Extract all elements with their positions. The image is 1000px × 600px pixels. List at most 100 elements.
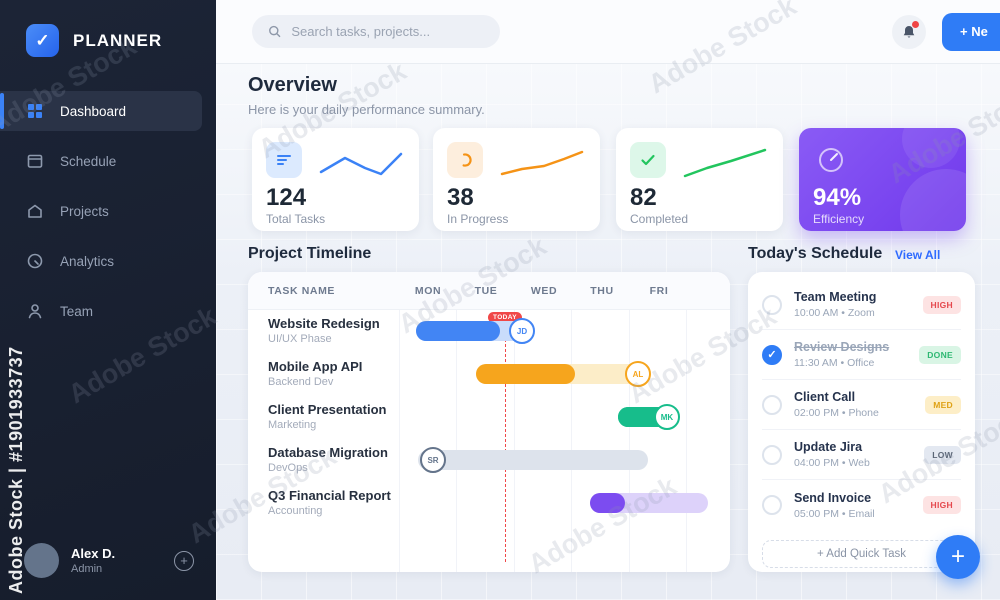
grid-icon [28, 104, 42, 118]
timeline-row: Q3 Financial Report Accounting [248, 482, 730, 525]
view-all-link[interactable]: View All [895, 248, 941, 262]
column-task-name: TASK NAME [268, 285, 336, 297]
task-title: Review Designs [794, 340, 890, 354]
column-wed: WED [530, 285, 558, 297]
schedule-title: Today's Schedule [748, 245, 883, 262]
schedule-item[interactable]: Send Invoice 05:00 PM • Email HIGH [762, 480, 961, 530]
column-tue: TUE [474, 285, 498, 297]
check-icon [630, 142, 666, 178]
sidebar-item-label: Projects [60, 203, 109, 219]
task-title: Update Jira [794, 440, 863, 454]
floating-add-button[interactable]: + [936, 535, 980, 579]
priority-badge: MED [925, 395, 961, 414]
user-icon [28, 304, 42, 319]
assignee-avatar: MK [654, 404, 680, 430]
main-content: Overview Here is your daily performance … [216, 64, 1000, 600]
stat-value: 94% [813, 184, 862, 211]
user-role: Admin [71, 563, 103, 575]
topbar: + Ne [216, 0, 1000, 64]
avatar [24, 543, 59, 578]
timeline-row: Client Presentation Marketing MK [248, 396, 730, 439]
task-meta: 05:00 PM • Email [794, 507, 875, 520]
task-title: Team Meeting [794, 290, 877, 304]
task-category: Backend Dev [268, 376, 334, 388]
new-task-button[interactable]: + Ne [942, 12, 1000, 51]
task-category: Marketing [268, 419, 317, 431]
search-input[interactable] [291, 24, 484, 39]
sidebar-item-projects[interactable]: Projects [0, 191, 202, 231]
stat-label: Total Tasks [266, 212, 326, 226]
task-meta: 02:00 PM • Phone [794, 407, 879, 419]
sidebar-item-schedule[interactable]: Schedule [0, 141, 202, 181]
gantt-bar-progress[interactable] [590, 493, 625, 513]
page-title: Overview [248, 74, 337, 96]
schedule-item[interactable]: Team Meeting 10:00 AM • Zoom HIGH [762, 280, 961, 330]
assignee-avatar: SR [420, 447, 446, 473]
timeline-row: Database Migration DevOps SR [248, 439, 730, 482]
task-checkbox[interactable] [762, 495, 782, 515]
sparkline [683, 148, 767, 178]
stat-card-total-tasks: 124 Total Tasks [252, 128, 419, 231]
calendar-icon [27, 154, 43, 168]
user-profile[interactable]: Alex D. Admin + [0, 543, 216, 578]
day-gridline [456, 310, 457, 572]
task-name: Website Redesign [268, 316, 380, 331]
sidebar-item-label: Analytics [60, 253, 115, 269]
sidebar-item-dashboard[interactable]: Dashboard [0, 91, 202, 131]
task-name: Mobile App API [268, 359, 363, 374]
sidebar-item-team[interactable]: Team [0, 291, 202, 331]
task-checkbox[interactable] [762, 294, 782, 315]
priority-badge: DONE [919, 345, 961, 364]
app-title: PLANNER [73, 30, 163, 50]
day-gridline [514, 310, 515, 572]
todays-schedule-card: Team Meeting 10:00 AM • Zoom HIGH Review… [748, 272, 975, 572]
page-subtitle: Here is your daily performance summary. [248, 102, 485, 117]
stat-card-efficiency: 94% Efficiency [799, 128, 966, 231]
arc-icon [447, 142, 483, 178]
priority-badge: HIGH [922, 295, 961, 314]
clock-icon [27, 253, 43, 269]
sidebar-item-label: Dashboard [60, 103, 127, 119]
column-mon: MON [414, 285, 442, 297]
task-name: Client Presentation [268, 402, 387, 417]
stat-label: In Progress [447, 212, 509, 226]
gantt-bar-progress[interactable] [476, 364, 575, 384]
timeline-title: Project Timeline [248, 245, 372, 262]
assignee-avatar: AL [625, 361, 651, 387]
add-user-button[interactable]: + [174, 550, 194, 571]
task-checkbox[interactable] [762, 394, 782, 415]
timeline-row: Website Redesign UI/UX Phase JD [248, 310, 730, 353]
column-thu: THU [590, 285, 614, 297]
gantt-bar-range[interactable] [418, 450, 648, 470]
task-title: Client Call [794, 390, 856, 404]
priority-badge: HIGH [922, 496, 961, 514]
day-gridline [571, 310, 572, 572]
notification-dot [911, 19, 920, 29]
today-marker-line [505, 324, 506, 562]
sparkline [319, 152, 403, 176]
list-icon [266, 142, 302, 178]
gantt-bar-progress[interactable] [416, 321, 500, 341]
stat-card-completed: 82 Completed [616, 128, 783, 231]
sidebar-item-analytics[interactable]: Analytics [0, 241, 202, 281]
timeline-header: TASK NAME MON TUE WED THU FRI [248, 272, 730, 310]
schedule-item[interactable]: Review Designs 11:30 AM • Office DONE [762, 330, 961, 380]
search-bar[interactable] [252, 15, 500, 48]
decorative-circle [902, 128, 960, 168]
stat-label: Efficiency [813, 212, 865, 226]
schedule-item[interactable]: Update Jira 04:00 PM • Web LOW [762, 430, 961, 480]
task-checkbox[interactable] [762, 344, 782, 365]
task-checkbox[interactable] [762, 444, 782, 465]
stat-label: Completed [630, 212, 689, 226]
task-title: Send Invoice [794, 490, 872, 505]
schedule-item[interactable]: Client Call 02:00 PM • Phone MED [762, 380, 961, 430]
day-gridline [686, 310, 687, 572]
priority-badge: LOW [924, 445, 961, 464]
notifications-button[interactable] [892, 14, 926, 49]
sidebar-item-label: Schedule [60, 153, 117, 169]
sidebar-item-label: Team [60, 303, 94, 319]
add-quick-task-button[interactable]: + Add Quick Task [762, 540, 961, 568]
column-fri: FRI [649, 285, 669, 297]
sidebar-menu: Dashboard Schedule Projects Analytics [0, 91, 216, 331]
